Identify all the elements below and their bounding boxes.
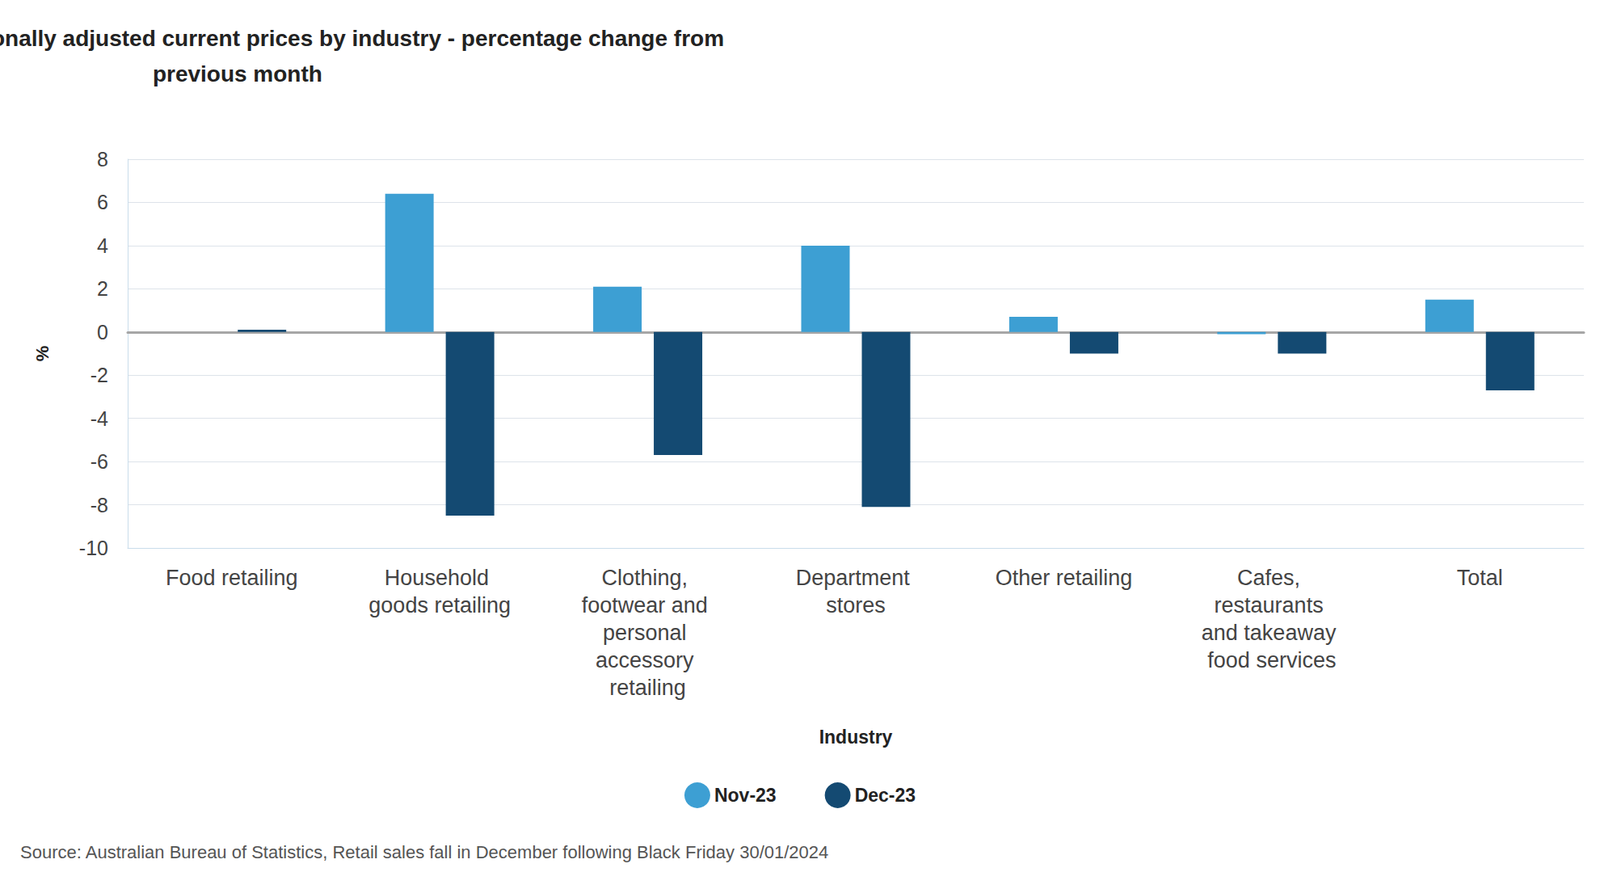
svg-text:2: 2 [96,277,109,300]
svg-text:food services: food services [1207,648,1336,673]
svg-text:Other retailing: Other retailing [995,565,1133,590]
svg-text:Dec-23: Dec-23 [854,784,916,806]
svg-text:footwear and: footwear and [581,593,715,618]
svg-text:Industry: Industry [819,726,893,748]
svg-text:Clothing,: Clothing, [602,565,695,590]
svg-text:retailing: retailing [609,675,687,700]
svg-text:Cafes,: Cafes, [1237,565,1307,590]
svg-text:Food retailing: Food retailing [165,565,299,590]
svg-text:8: 8 [96,147,109,171]
svg-text:-8: -8 [90,493,109,517]
svg-text:and takeaway: and takeaway [1201,620,1343,645]
svg-text:Nov-23: Nov-23 [714,784,777,806]
svg-text:goods retailing: goods retailing [368,593,511,618]
svg-text:Monthly turnover, seasonally a: Monthly turnover, seasonally adjusted cu… [0,25,725,51]
svg-text:previous month: previous month [146,61,323,87]
svg-text:Total: Total [1456,565,1504,590]
svg-text:-2: -2 [90,363,109,387]
svg-text:restaurants: restaurants [1214,593,1331,618]
svg-text:%: % [32,345,53,363]
svg-text:-10: -10 [79,536,109,560]
svg-text:accessory: accessory [595,648,700,673]
svg-text:Source: Australian Bureau of S: Source: Australian Bureau of Statistics,… [20,842,829,863]
svg-text:0: 0 [96,320,109,344]
svg-text:4: 4 [96,234,109,257]
svg-text:6: 6 [96,190,109,214]
svg-text:Household: Household [384,565,496,590]
svg-text:-4: -4 [90,407,109,430]
svg-text:Department: Department [795,565,917,590]
svg-text:stores: stores [825,593,886,618]
svg-text:personal: personal [602,620,693,645]
svg-text:-6: -6 [90,450,109,473]
